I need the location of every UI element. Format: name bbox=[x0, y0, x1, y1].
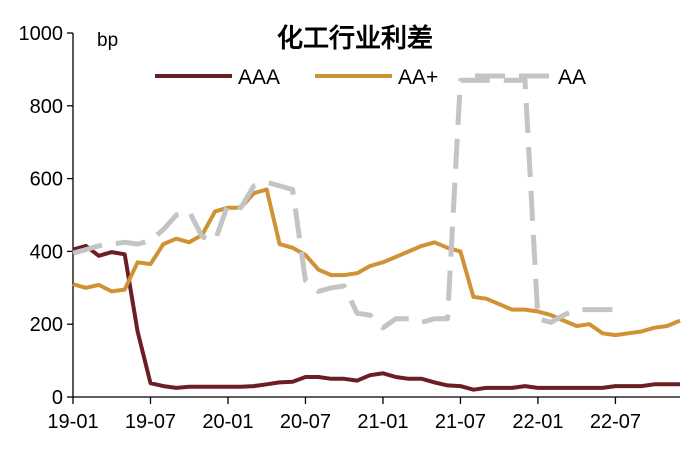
chart-title: 化工行业利差 bbox=[277, 23, 433, 54]
x-tick-label: 21-01 bbox=[357, 411, 408, 433]
legend-label: AA bbox=[558, 66, 586, 89]
x-tick-label: 20-01 bbox=[202, 411, 253, 433]
x-tick-label: 20-07 bbox=[280, 411, 331, 433]
y-tick-label: 600 bbox=[30, 169, 63, 191]
x-tick-label: 19-01 bbox=[47, 411, 98, 433]
series-line-aa-plus bbox=[72, 187, 681, 338]
x-axis: 19-01 19-07 20-01 20-07 21-01 21-07 22-01 22-07 bbox=[47, 396, 680, 433]
y-tick-label: 0 bbox=[52, 387, 63, 409]
y-tick-label: 200 bbox=[30, 314, 63, 336]
y-tick-label: 400 bbox=[30, 241, 63, 263]
y-axis-unit-label: bp bbox=[97, 30, 118, 51]
x-tick-label: 22-07 bbox=[590, 411, 641, 433]
series-line-aa bbox=[72, 77, 616, 331]
x-tick-label: 22-01 bbox=[512, 411, 563, 433]
y-axis: 0 200 400 600 800 1000 bbox=[19, 23, 74, 409]
legend-label: AA+ bbox=[398, 66, 438, 89]
x-tick-label: 19-07 bbox=[125, 411, 176, 433]
series-layer bbox=[72, 77, 681, 392]
legend: AAA AA+ AA bbox=[155, 66, 586, 89]
legend-label: AAA bbox=[238, 66, 280, 89]
x-tick-label: 21-07 bbox=[435, 411, 486, 433]
series-line-aaa bbox=[72, 243, 680, 392]
y-tick-label: 800 bbox=[30, 96, 63, 118]
y-tick-label: 1000 bbox=[19, 23, 64, 45]
